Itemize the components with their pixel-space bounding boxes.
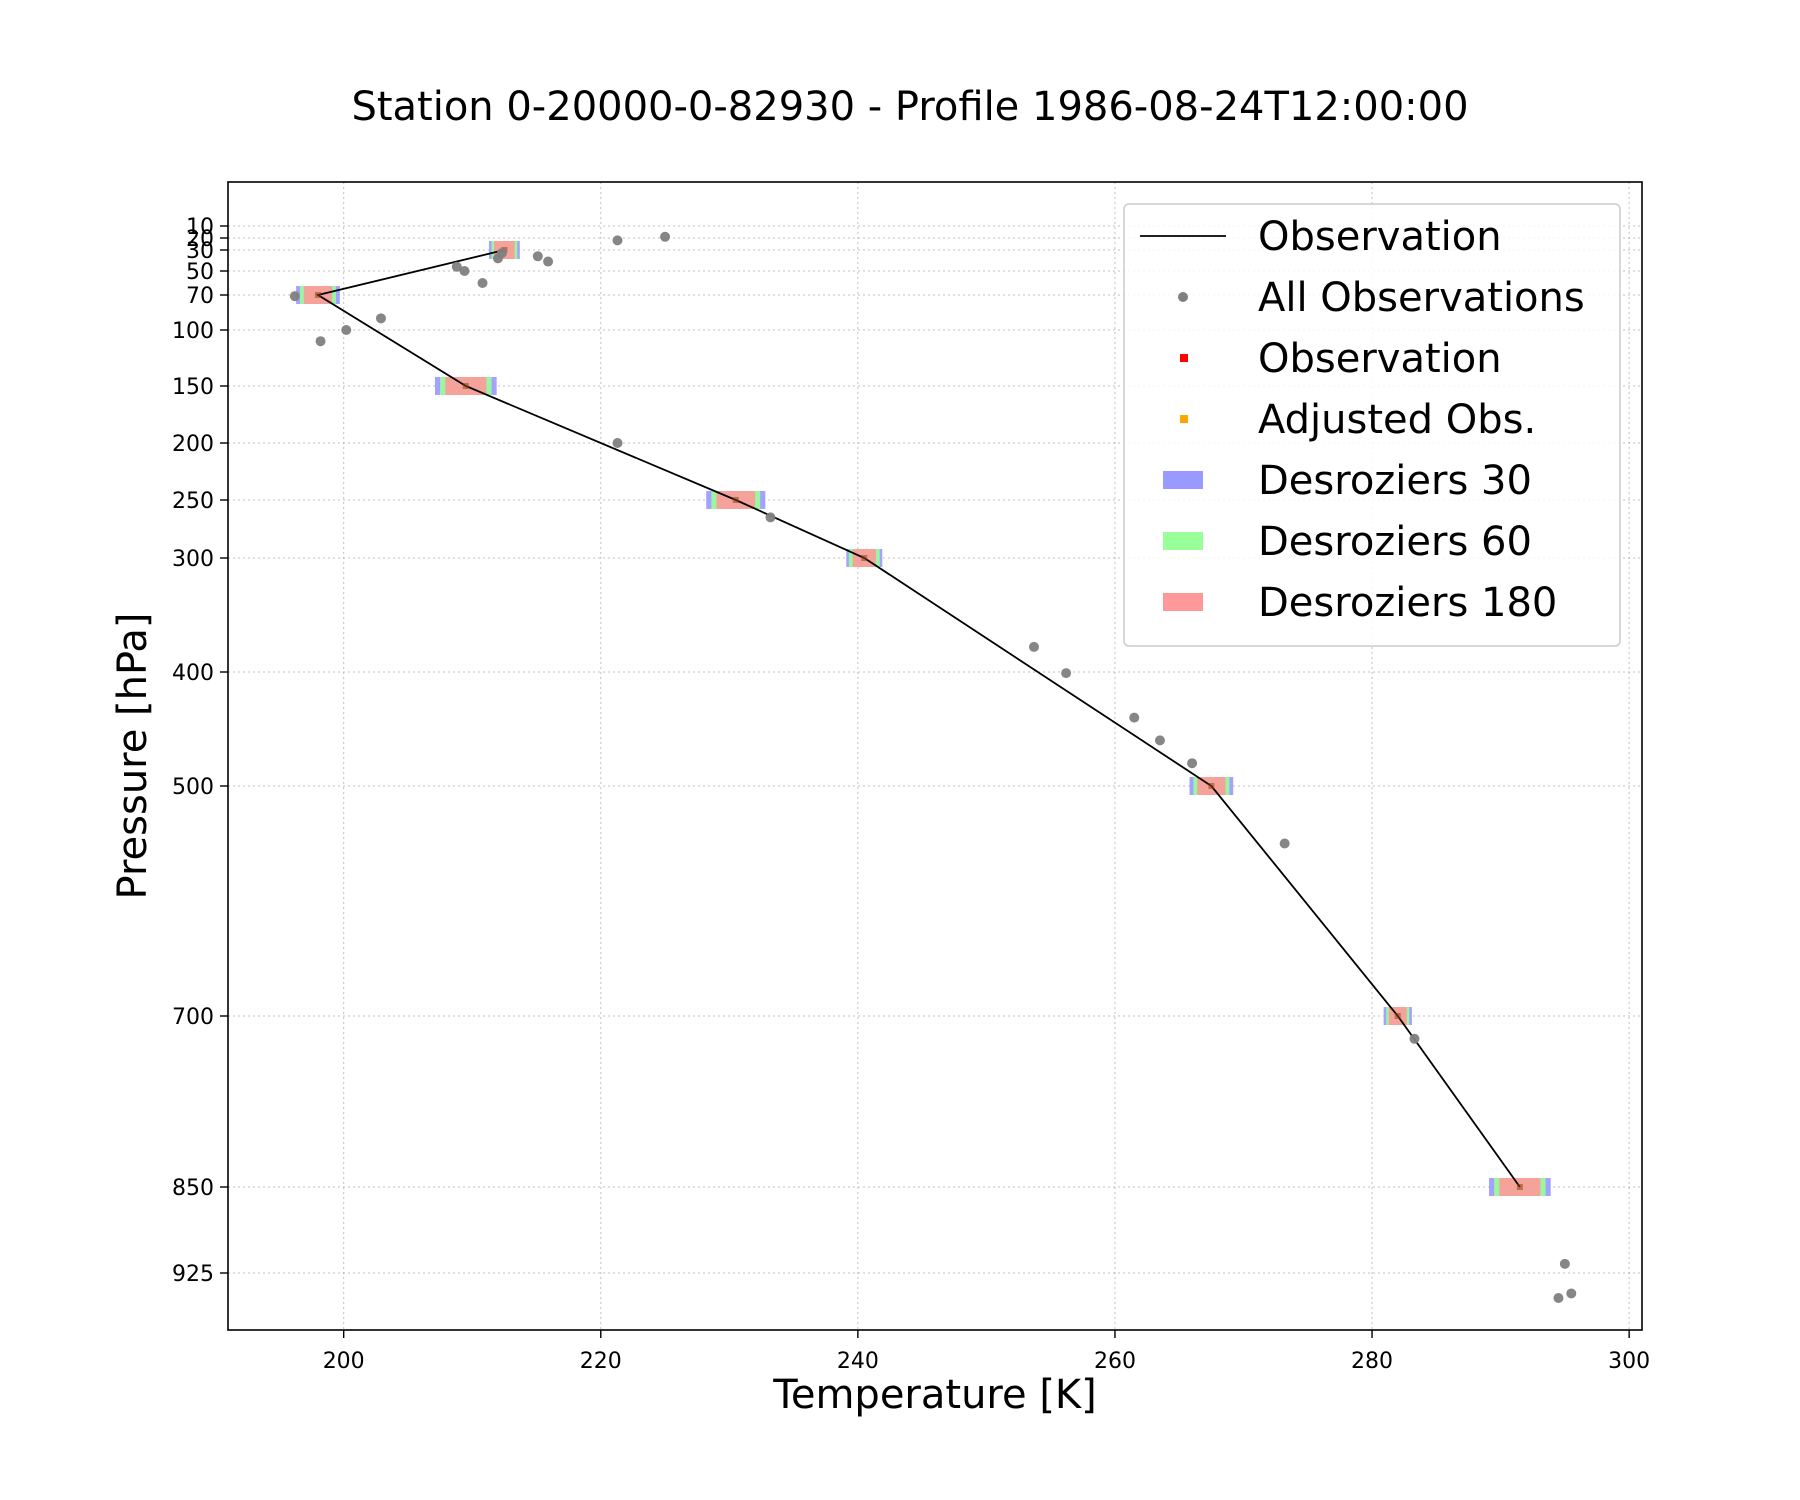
legend-band-swatch xyxy=(1163,593,1203,611)
observation-point xyxy=(732,497,739,503)
legend: Observation All Observations Observation Ad… xyxy=(1123,203,1621,647)
legend-label: Observation xyxy=(1258,336,1502,382)
all-observations-point xyxy=(612,438,623,448)
all-observations-point xyxy=(1187,758,1198,769)
legend-item: Desroziers 180 xyxy=(1163,580,1557,626)
y-tick-label: 925 xyxy=(172,1262,214,1287)
legend-dot-swatch xyxy=(1178,292,1188,302)
legend-label: Adjusted Obs. xyxy=(1258,397,1536,443)
legend-item: Adjusted Obs. xyxy=(1180,397,1536,443)
all-observations-point xyxy=(315,336,326,347)
all-observations-point xyxy=(1279,838,1290,849)
all-observations-point xyxy=(1553,1293,1564,1303)
y-tick-label: 50 xyxy=(186,260,214,285)
y-tick-label: 250 xyxy=(172,489,214,514)
all-observations-point xyxy=(1559,1258,1570,1269)
all-observations-point xyxy=(1409,1033,1420,1044)
x-tick-label: 280 xyxy=(1351,1349,1393,1374)
all-observations-point xyxy=(660,231,671,242)
all-observations-point xyxy=(459,266,470,276)
chart-title: Station 0-20000-0-82930 - Profile 1986-0… xyxy=(351,84,1468,130)
y-tick-label: 10 xyxy=(186,215,214,240)
all-observations-point xyxy=(375,313,386,324)
legend-item: All Observations xyxy=(1178,275,1585,321)
legend-items: Observation All Observations Observation Ad… xyxy=(1140,214,1585,626)
observation-line-path xyxy=(315,249,1521,1188)
y-tick-label: 700 xyxy=(172,1005,214,1030)
all-observations-point xyxy=(341,325,352,335)
observation-point xyxy=(462,383,469,389)
legend-label: Desroziers 60 xyxy=(1258,519,1532,565)
all-observations-point xyxy=(532,251,543,262)
all-observations-point xyxy=(1061,668,1072,679)
observation-point xyxy=(314,292,321,298)
y-tick-label: 200 xyxy=(172,432,214,457)
observation-point xyxy=(1208,783,1215,789)
all-observations-point xyxy=(496,248,507,259)
observation-point xyxy=(1516,1184,1523,1190)
all-observations-point xyxy=(289,291,300,302)
legend-square-swatch xyxy=(1180,415,1188,423)
y-tick-label: 400 xyxy=(172,661,214,686)
x-tick-label: 300 xyxy=(1608,1349,1650,1374)
y-tick-label: 150 xyxy=(172,375,214,400)
y-tick-label: 100 xyxy=(172,319,214,344)
all-observations-point xyxy=(612,235,623,246)
legend-item: Desroziers 30 xyxy=(1163,458,1532,504)
legend-label: All Observations xyxy=(1258,275,1585,321)
all-observations-point xyxy=(1154,735,1165,746)
plot-area-frame xyxy=(227,181,1643,1331)
observation-point xyxy=(1394,1013,1401,1019)
y-axis-label: Pressure [hPa] xyxy=(110,613,156,900)
legend-label: Desroziers 30 xyxy=(1258,458,1532,504)
all-observations-point xyxy=(765,512,776,523)
x-axis-label: Temperature [K] xyxy=(772,1372,1097,1418)
legend-band-swatch xyxy=(1163,471,1203,489)
x-tick-label: 220 xyxy=(580,1349,622,1374)
y-tick-label: 300 xyxy=(172,547,214,572)
all-observations-point xyxy=(543,256,554,267)
all-observations-point xyxy=(477,278,488,288)
legend-band-swatch xyxy=(1163,532,1203,550)
observation-point xyxy=(861,555,868,561)
all-observations-points xyxy=(289,231,1577,1303)
x-tick-label: 260 xyxy=(1094,1349,1136,1374)
legend-item: Observation xyxy=(1140,214,1502,260)
legend-item: Desroziers 60 xyxy=(1163,519,1532,565)
y-tick-label: 20 xyxy=(186,227,214,252)
x-tick-label: 200 xyxy=(323,1349,365,1374)
all-observations-point xyxy=(1028,641,1039,652)
legend-frame xyxy=(1123,203,1621,647)
x-axis-ticks: 200 220 240 260 280 300 xyxy=(323,1330,1650,1374)
all-observations-point xyxy=(1566,1288,1577,1299)
y-tick-label: 500 xyxy=(172,775,214,800)
all-observations-point xyxy=(1129,712,1140,723)
y-tick-label: 30 xyxy=(186,239,214,264)
all-observations-point xyxy=(451,261,462,272)
legend-item: Observation xyxy=(1180,336,1502,382)
y-tick-label: 70 xyxy=(186,284,214,309)
legend-label: Observation xyxy=(1258,214,1502,260)
x-tick-label: 240 xyxy=(837,1349,879,1374)
legend-square-swatch xyxy=(1180,354,1188,362)
y-tick-label: 850 xyxy=(172,1176,214,1201)
legend-label: Desroziers 180 xyxy=(1258,580,1557,626)
